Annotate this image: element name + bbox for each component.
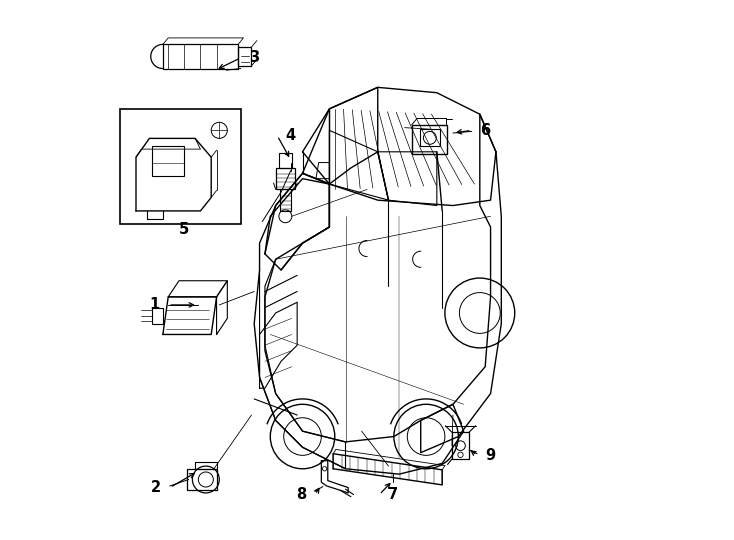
Bar <box>163 44 238 69</box>
Text: 2: 2 <box>151 480 161 495</box>
Text: 6: 6 <box>480 123 490 138</box>
Bar <box>152 146 184 176</box>
Text: 9: 9 <box>485 448 495 463</box>
Bar <box>452 432 469 459</box>
Text: 5: 5 <box>179 222 189 237</box>
Bar <box>280 190 291 211</box>
Bar <box>238 47 252 66</box>
Bar <box>412 125 446 154</box>
Bar <box>187 469 217 490</box>
Text: 1: 1 <box>150 298 160 313</box>
Text: 3: 3 <box>249 50 259 65</box>
Bar <box>276 168 295 190</box>
Bar <box>120 109 241 224</box>
Bar <box>420 129 440 146</box>
Bar <box>279 153 292 168</box>
Text: 8: 8 <box>297 487 307 502</box>
Text: 7: 7 <box>388 487 398 502</box>
Text: 4: 4 <box>286 128 296 143</box>
